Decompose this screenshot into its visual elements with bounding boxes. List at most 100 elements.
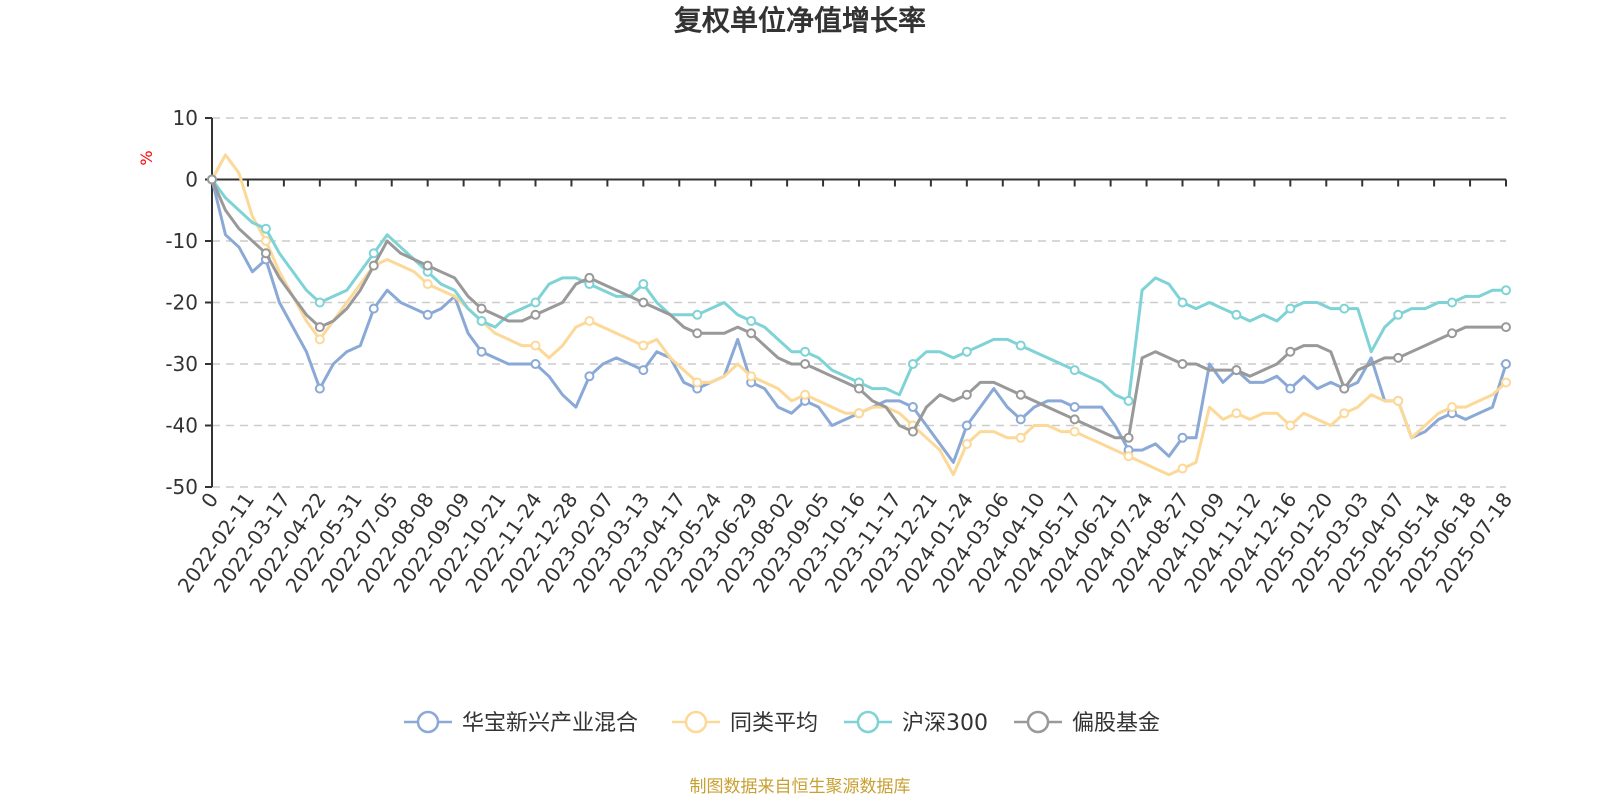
data-point [692, 309, 703, 320]
data-point [746, 315, 757, 326]
y-axis-unit-label: % [137, 150, 156, 165]
data-point [314, 322, 325, 333]
data-point [1393, 352, 1404, 363]
series-2 [207, 174, 1511, 406]
y-tick-label: 0 [185, 168, 198, 192]
series-line [210, 179, 1508, 464]
data-point [638, 297, 649, 308]
legend-label: 沪深300 [902, 711, 988, 736]
data-point [1015, 340, 1026, 351]
y-tick-label: -10 [165, 229, 198, 253]
data-point [476, 315, 487, 326]
data-point [1501, 285, 1511, 296]
y-tick-label: -30 [165, 352, 198, 376]
data-point [1231, 365, 1242, 376]
data-point [314, 383, 325, 394]
data-point [1015, 432, 1026, 443]
data-point [1231, 408, 1242, 419]
data-point [1285, 420, 1296, 431]
data-point [907, 426, 918, 437]
data-point [476, 303, 487, 314]
series-3 [207, 174, 1511, 443]
data-point [314, 334, 325, 345]
data-point [1339, 408, 1350, 419]
data-point [1447, 402, 1458, 413]
legend-item[interactable]: 华宝新兴产业混合 [404, 710, 638, 736]
data-point [1339, 383, 1350, 394]
data-point [260, 236, 271, 246]
data-point [1069, 402, 1080, 413]
data-point [800, 359, 811, 369]
data-point [1393, 395, 1404, 406]
legend-swatch-marker [684, 710, 708, 734]
y-tick-labels: 10 0 -10 -20 -30 -40 -50 [165, 106, 198, 499]
data-point [1501, 377, 1511, 388]
data-point [746, 328, 757, 339]
data-point [368, 303, 379, 314]
y-tick-label: 10 [173, 106, 198, 130]
data-point [800, 389, 811, 400]
data-point [530, 340, 541, 351]
data-point [1447, 297, 1458, 308]
series-1 [207, 153, 1511, 477]
data-point [260, 223, 271, 234]
legend-label: 华宝新兴产业混合 [462, 711, 638, 736]
data-point [961, 438, 972, 449]
data-point [1015, 389, 1026, 400]
data-point [584, 315, 595, 326]
data-point [1123, 432, 1134, 443]
data-point [1177, 432, 1188, 443]
y-tick-label: -20 [165, 291, 198, 315]
legend-swatch-marker [856, 710, 880, 734]
data-point [1123, 395, 1134, 406]
chart-title: 复权单位净值增长率 [674, 4, 926, 37]
data-point [368, 248, 379, 259]
data-point [1285, 383, 1296, 394]
data-point [1501, 359, 1511, 369]
data-point [260, 248, 271, 259]
data-point [1501, 322, 1511, 333]
data-point [530, 309, 541, 320]
data-point [314, 297, 325, 308]
data-point [368, 260, 379, 271]
legend-item[interactable]: 偏股基金 [1014, 710, 1160, 736]
data-point [638, 365, 649, 376]
x-tick-label: 0 [196, 488, 223, 512]
data-point [800, 346, 811, 357]
data-point [854, 408, 864, 419]
y-tick-label: -40 [165, 414, 198, 438]
data-point [692, 328, 703, 339]
legend-item[interactable]: 同类平均 [672, 710, 818, 736]
data-point [1339, 303, 1350, 314]
data-point [207, 174, 217, 185]
data-point [1177, 359, 1188, 369]
legend-item[interactable]: 沪深300 [844, 710, 988, 736]
data-point [584, 272, 595, 283]
data-point [1177, 297, 1188, 308]
data-point [1393, 309, 1404, 320]
legend-swatch-marker [1026, 710, 1050, 734]
data-point [530, 359, 541, 369]
data-point [476, 346, 487, 357]
data-point [422, 260, 433, 271]
data-point [584, 371, 595, 382]
series-line [210, 178, 1506, 403]
data-point [961, 346, 972, 357]
legend-swatch-marker [416, 710, 440, 734]
data-point [1069, 426, 1080, 437]
data-point [1123, 451, 1134, 462]
data-point [638, 340, 649, 351]
data-point [1231, 309, 1242, 320]
series-line [210, 153, 1508, 477]
data-point [1447, 328, 1458, 339]
legend-label: 同类平均 [730, 711, 818, 736]
series-lines [207, 153, 1511, 477]
source-note: 制图数据来自恒生聚源数据库 [690, 777, 911, 797]
series-line [210, 178, 1506, 440]
data-point [961, 420, 972, 431]
data-point [1069, 414, 1080, 425]
legend: 华宝新兴产业混合 同类平均 沪深300 偏股基金 [404, 710, 1160, 736]
data-point [692, 377, 703, 388]
x-tick-labels: 02022-02-112022-03-172022-04-222022-05-3… [173, 488, 1517, 597]
